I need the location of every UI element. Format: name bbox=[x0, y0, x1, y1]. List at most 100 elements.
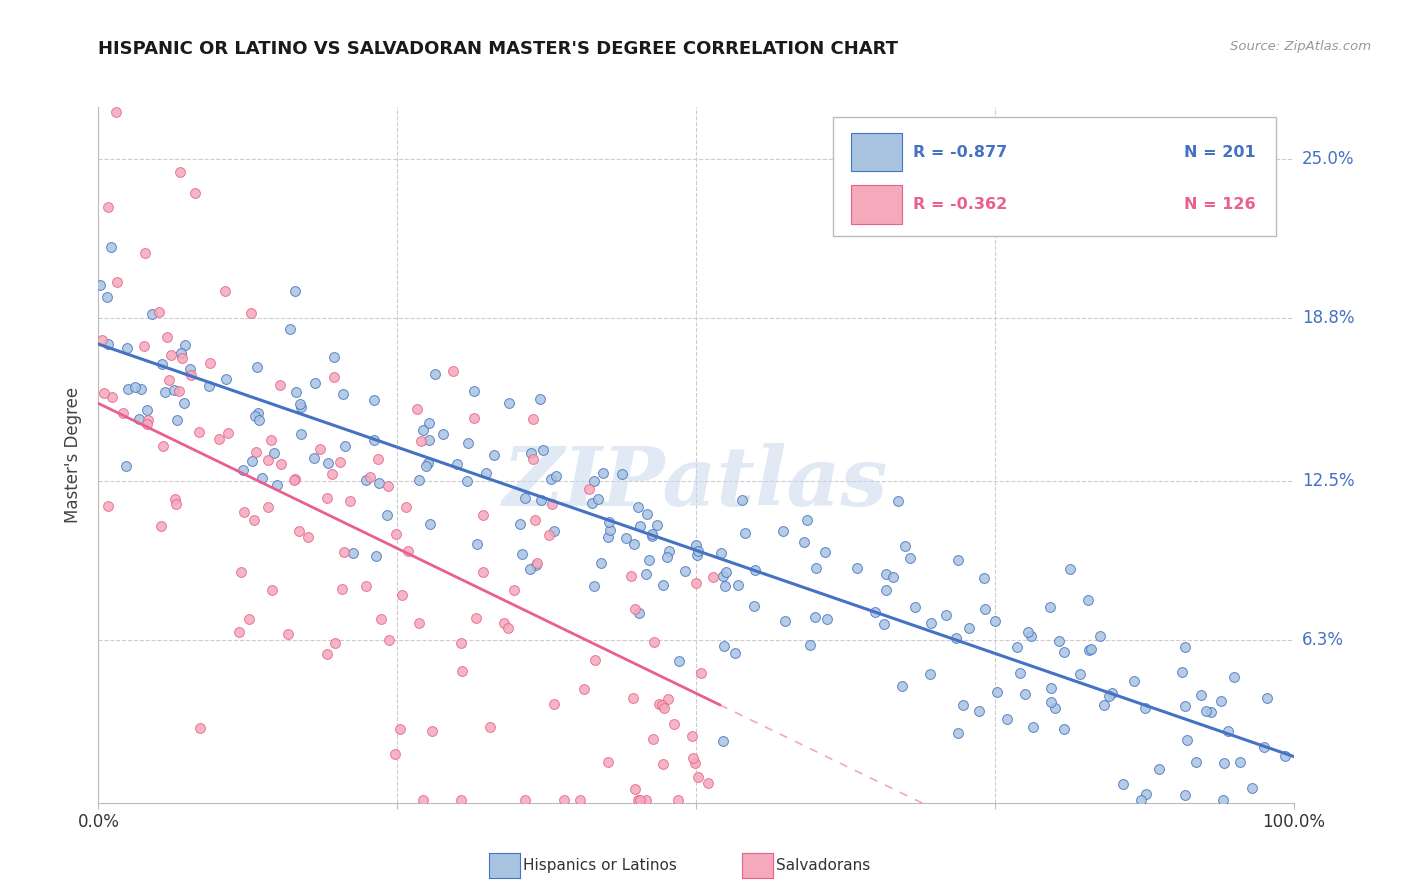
Point bbox=[598, 756, 620, 770]
Point bbox=[686, 770, 709, 784]
Point bbox=[935, 608, 957, 623]
Point bbox=[278, 322, 301, 336]
Text: R = -0.877: R = -0.877 bbox=[914, 145, 1008, 160]
Point bbox=[1122, 673, 1144, 688]
Point bbox=[385, 527, 408, 541]
Point bbox=[586, 492, 609, 507]
Point bbox=[1133, 701, 1156, 715]
Point bbox=[150, 519, 173, 533]
Point bbox=[592, 466, 614, 480]
Text: N = 201: N = 201 bbox=[1184, 145, 1256, 160]
Point bbox=[418, 456, 440, 470]
Point bbox=[243, 409, 266, 424]
Point bbox=[689, 665, 711, 680]
Point bbox=[1130, 793, 1153, 807]
Point bbox=[288, 397, 311, 411]
Point bbox=[153, 384, 176, 399]
Point bbox=[446, 457, 468, 471]
Point bbox=[946, 553, 969, 567]
Point bbox=[1175, 733, 1198, 747]
Point bbox=[263, 446, 285, 460]
Point bbox=[479, 719, 502, 733]
Point bbox=[256, 500, 278, 514]
Point bbox=[538, 528, 561, 542]
Point bbox=[378, 632, 401, 647]
Point bbox=[148, 305, 170, 319]
Point bbox=[266, 478, 288, 492]
Point bbox=[685, 538, 707, 552]
Point bbox=[651, 578, 673, 592]
Point bbox=[290, 426, 312, 441]
Point bbox=[156, 330, 179, 344]
Point bbox=[1039, 600, 1062, 615]
Point bbox=[297, 531, 319, 545]
Point bbox=[163, 383, 186, 397]
Point bbox=[187, 425, 209, 440]
Point bbox=[724, 647, 747, 661]
Point bbox=[845, 561, 868, 575]
Point bbox=[246, 360, 269, 375]
Point bbox=[1088, 628, 1111, 642]
Point bbox=[969, 704, 991, 718]
Point bbox=[711, 734, 734, 748]
Point bbox=[354, 473, 377, 487]
Point bbox=[124, 379, 146, 393]
Point bbox=[973, 571, 995, 585]
Point bbox=[197, 379, 219, 393]
Point bbox=[136, 413, 159, 427]
Point bbox=[624, 601, 647, 615]
Point bbox=[636, 507, 658, 521]
Point bbox=[450, 664, 472, 678]
Point bbox=[96, 289, 118, 303]
Point bbox=[136, 403, 159, 417]
Point bbox=[799, 638, 821, 652]
Point bbox=[553, 793, 575, 807]
Point bbox=[685, 576, 707, 591]
Point bbox=[1077, 592, 1099, 607]
Point bbox=[309, 442, 332, 456]
Point bbox=[304, 376, 326, 391]
Point bbox=[986, 684, 1008, 698]
Point bbox=[628, 519, 651, 533]
Point bbox=[688, 544, 710, 558]
Point bbox=[97, 336, 120, 351]
Point bbox=[995, 712, 1018, 726]
Point bbox=[1253, 739, 1275, 754]
Point bbox=[627, 606, 650, 620]
Point bbox=[711, 569, 734, 583]
Point bbox=[1201, 705, 1223, 719]
Point bbox=[285, 385, 308, 400]
Point bbox=[543, 697, 565, 711]
Point bbox=[772, 524, 794, 538]
Point bbox=[875, 583, 897, 598]
Point bbox=[583, 474, 606, 488]
Point bbox=[524, 558, 547, 572]
Point bbox=[658, 543, 681, 558]
Point bbox=[814, 544, 837, 558]
Point bbox=[891, 679, 914, 693]
Point bbox=[1017, 625, 1039, 640]
Point bbox=[165, 492, 187, 507]
Point bbox=[894, 539, 917, 553]
Point bbox=[283, 473, 305, 487]
Text: HISPANIC OR LATINO VS SALVADORAN MASTER'S DEGREE CORRELATION CHART: HISPANIC OR LATINO VS SALVADORAN MASTER'… bbox=[98, 40, 898, 58]
Point bbox=[377, 479, 399, 493]
Point bbox=[683, 756, 706, 770]
Point bbox=[1005, 640, 1028, 654]
Point bbox=[1092, 698, 1115, 712]
Point bbox=[128, 411, 150, 425]
Point bbox=[475, 466, 498, 480]
Point bbox=[141, 307, 163, 321]
Point bbox=[647, 517, 669, 532]
Point bbox=[1229, 755, 1251, 769]
Point bbox=[323, 351, 346, 365]
Point bbox=[409, 434, 432, 448]
Point bbox=[408, 616, 430, 631]
Point bbox=[1135, 787, 1157, 801]
Text: 12.5%: 12.5% bbox=[1302, 472, 1354, 490]
Text: 6.3%: 6.3% bbox=[1302, 632, 1344, 649]
Point bbox=[668, 793, 690, 807]
Point bbox=[581, 496, 603, 510]
Point bbox=[742, 599, 765, 613]
Point bbox=[1039, 695, 1062, 709]
